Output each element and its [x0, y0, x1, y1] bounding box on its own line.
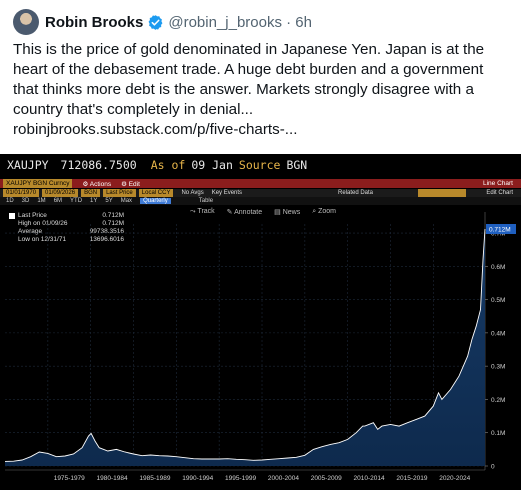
- news-tool: ▤ News: [274, 208, 300, 216]
- y-tick-label: 0.6M: [491, 264, 505, 271]
- legend-row: Last Price 0.712M: [9, 212, 124, 220]
- y-tick-label: 0.5M: [491, 297, 505, 304]
- track-label: Track: [197, 208, 215, 215]
- x-tick-label: 1990-1994: [182, 475, 213, 482]
- y-tick-label: 0.3M: [491, 364, 505, 371]
- x-tick-label: 2020-2024: [439, 475, 470, 482]
- legend-value: 0.712M: [102, 212, 124, 219]
- news-icon: ▤: [274, 209, 283, 216]
- y-tick-label: 0: [491, 464, 495, 471]
- period-bar: 1D 3D 1M 6M YTD 1Y 5Y Max Quarterly Table: [0, 197, 521, 205]
- x-tick-label: 2010-2014: [354, 475, 385, 482]
- last-price-label: 0.712M: [489, 227, 511, 234]
- legend-label: High on 01/09/26: [18, 220, 68, 227]
- no-avgs-option: No Avgs: [181, 190, 204, 196]
- key-events-option: Key Events: [211, 190, 243, 196]
- y-tick-label: 0.4M: [491, 330, 505, 337]
- legend-label: Low on 12/31/71: [18, 236, 67, 243]
- period-option: 6M: [53, 198, 63, 204]
- track-icon: ⤳: [190, 208, 198, 215]
- period-option: Max: [120, 198, 133, 204]
- legend-row: Average 99738.3516: [9, 228, 124, 236]
- y-tick-label: 0.7M: [491, 231, 505, 238]
- annotate-icon: ✎: [226, 209, 235, 216]
- start-date-field: 01/01/1970: [3, 189, 40, 197]
- legend-row: High on 01/09/26 0.712M: [9, 220, 124, 228]
- legend-row: Low on 12/31/71 13696.6016: [9, 236, 124, 244]
- author-row: Robin Brooks @robin_j_brooks · 6h: [45, 13, 312, 31]
- legend-swatch: [9, 213, 15, 219]
- terminal-title-bar: XAUJPY 712086.7500 As of 09 Jan Source B…: [0, 154, 521, 176]
- price-area: [5, 229, 485, 466]
- chart-toolbar: ⤳ Track ✎ Annotate ▤ News ⌕ Zoom: [190, 206, 348, 218]
- gear-icon: ⚙: [121, 180, 129, 188]
- chart-legend: Last Price 0.712M High on 01/09/26 0.712M Av…: [9, 212, 124, 244]
- verified-badge-icon: [148, 14, 163, 30]
- x-tick-label: 2005-2009: [311, 475, 342, 482]
- author-name[interactable]: Robin Brooks: [45, 13, 144, 31]
- period-option: YTD: [70, 198, 83, 204]
- ticker-price: 712086.7500: [60, 158, 137, 172]
- legend-value: 0.712M: [102, 220, 124, 227]
- track-tool: ⤳ Track: [190, 208, 215, 216]
- actions-label: Actions: [89, 180, 112, 188]
- actions-menu: ⚙ Actions: [82, 180, 111, 188]
- price-line: [4, 228, 486, 462]
- edit-menu: ⚙ Edit: [121, 180, 140, 188]
- security-bar: XAUJPY BGN Curncy ⚙ Actions ⚙ Edit Line …: [0, 179, 521, 188]
- x-tick-label: 1980-1984: [97, 475, 128, 482]
- end-date-field: 01/09/2026: [42, 189, 79, 197]
- legend-value: 99738.3516: [89, 228, 124, 235]
- ticker-symbol: XAUJPY: [7, 158, 49, 172]
- related-data-field: [418, 189, 466, 197]
- source-field: BGN: [81, 189, 101, 197]
- chart-type-label: Line Chart: [483, 180, 513, 187]
- x-tick-label: 1975-1979: [54, 475, 85, 482]
- as-of-label: As of: [150, 158, 186, 172]
- parameters-bar: 01/01/1970 01/09/2026 BGN Last Price Loc…: [0, 189, 521, 197]
- period-option: 3D: [21, 198, 30, 204]
- as-of-date: 09 Jan: [191, 158, 233, 172]
- period-option: 1M: [37, 198, 46, 204]
- price-chart: 0 0.1M 0.2M 0.3M 0.4M 0.5M 0.6M 0.7M 1975-1979 19…: [4, 212, 516, 482]
- annotate-tool: ✎ Annotate: [227, 208, 262, 216]
- legend-label: Last Price: [18, 212, 47, 219]
- table-option: Table: [198, 198, 214, 204]
- tweet-text: This is the price of gold denominated in…: [13, 41, 485, 138]
- price-field: Last Price: [103, 189, 136, 197]
- currency-field: Local CCY: [138, 189, 174, 197]
- y-tick-label: 0.1M: [491, 430, 505, 437]
- handle-and-time[interactable]: @robin_j_brooks · 6h: [168, 13, 312, 31]
- tweet-container: Robin Brooks @robin_j_brooks · 6h This i…: [0, 0, 521, 154]
- legend-label: Average: [18, 228, 43, 235]
- x-tick-label: 2000-2004: [268, 475, 299, 482]
- legend-value: 13696.6016: [89, 236, 124, 243]
- gear-icon: ⚙: [82, 180, 90, 188]
- annotate-label: Annotate: [234, 209, 263, 216]
- x-tick-label: 1995-1999: [225, 475, 256, 482]
- selected-period: Quarterly: [140, 198, 171, 204]
- y-tick-label: 0.2M: [491, 397, 505, 404]
- news-label: News: [282, 209, 301, 216]
- security-field: XAUJPY BGN Curncy: [3, 179, 73, 188]
- source-label: Source: [238, 158, 281, 172]
- related-data-option: Related Data: [338, 190, 374, 196]
- period-option: 5Y: [105, 198, 113, 204]
- period-option: 1D: [6, 198, 14, 204]
- terminal-chart-image: XAUJPY 712086.7500 As of 09 Jan Source B…: [0, 154, 521, 490]
- zoom-icon: ⌕: [312, 208, 319, 215]
- zoom-label: Zoom: [318, 208, 336, 215]
- source-value: BGN: [286, 158, 308, 172]
- zoom-tool: ⌕ Zoom: [312, 208, 336, 216]
- avatar[interactable]: [13, 9, 39, 35]
- x-tick-label: 1985-1989: [139, 475, 170, 482]
- x-tick-label: 2015-2019: [396, 475, 427, 482]
- last-price-tag: [486, 224, 516, 234]
- period-option: 1Y: [90, 198, 98, 204]
- edit-chart-option: Edit Chart: [486, 190, 513, 196]
- edit-label: Edit: [128, 180, 140, 188]
